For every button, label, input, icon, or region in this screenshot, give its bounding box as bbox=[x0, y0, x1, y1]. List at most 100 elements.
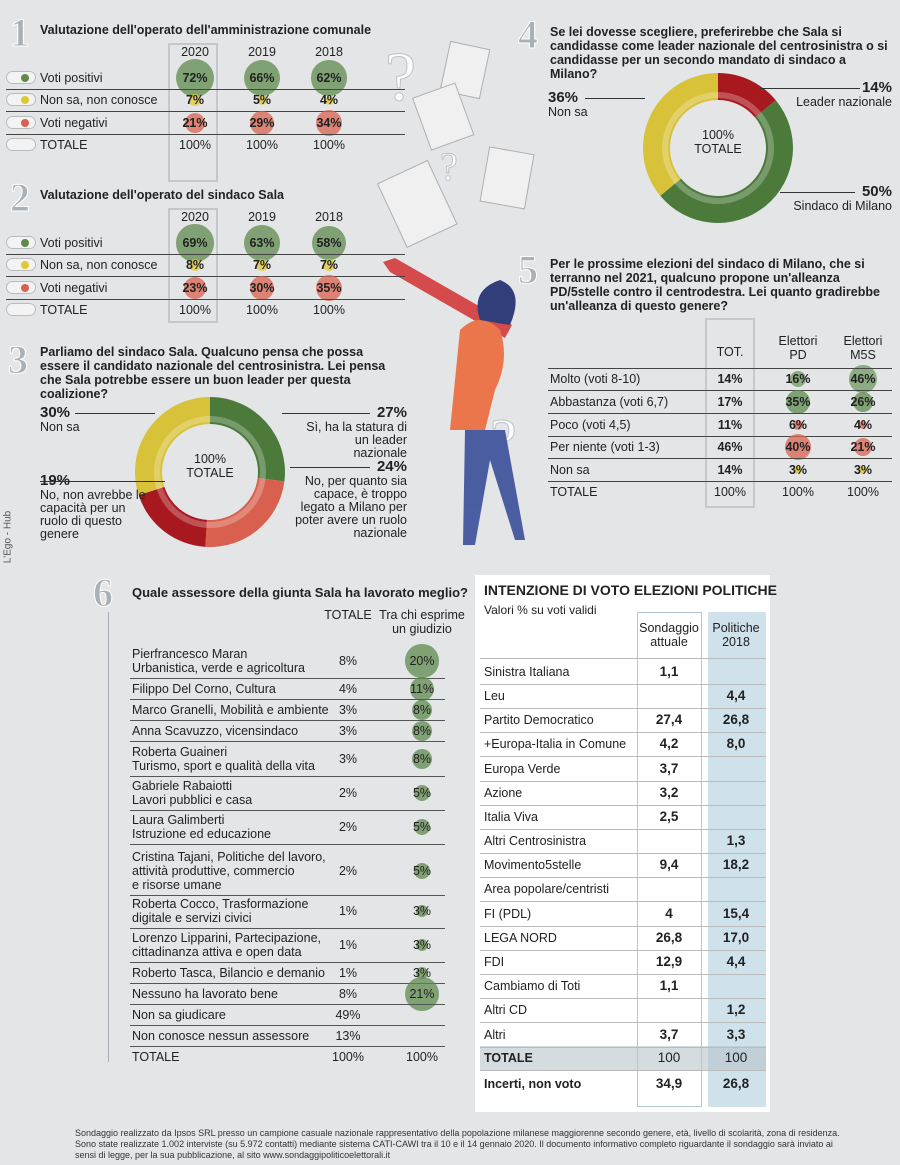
row-label: Voti positivi bbox=[40, 71, 103, 85]
section-number: 1 bbox=[10, 10, 31, 55]
row-label: +Europa-Italia in Comune bbox=[484, 737, 627, 751]
row-line bbox=[548, 458, 892, 459]
row-label: Non sa bbox=[550, 463, 590, 477]
cell: 34,9 bbox=[655, 1076, 683, 1091]
donut-segment bbox=[718, 73, 776, 118]
value-label: 30% bbox=[40, 404, 71, 421]
cell: 3,3 bbox=[726, 1027, 746, 1042]
donut-inner-ring bbox=[154, 416, 266, 528]
row-label: Leu bbox=[484, 689, 505, 703]
cell: 40% bbox=[785, 440, 811, 454]
donut-inner-ring bbox=[662, 92, 774, 204]
row-line bbox=[480, 901, 766, 902]
cell: 7% bbox=[185, 93, 205, 107]
category-label: Sì, ha la statura di un leader nazionale bbox=[306, 420, 407, 460]
timeline bbox=[108, 612, 109, 1062]
cell: 14% bbox=[717, 463, 743, 477]
section-title: Per le prossime elezioni del sindaco di … bbox=[550, 257, 880, 313]
cell: 100% bbox=[847, 485, 879, 499]
cell: 1% bbox=[338, 904, 358, 918]
category-label: Non sa bbox=[40, 420, 80, 434]
category-label: Sindaco di Milano bbox=[793, 199, 892, 213]
paper bbox=[479, 146, 535, 210]
cell: 100 bbox=[657, 1050, 681, 1065]
row-line bbox=[480, 998, 766, 999]
cell: 11% bbox=[409, 682, 435, 696]
cell: 3% bbox=[338, 724, 358, 738]
cell: 13% bbox=[335, 1029, 361, 1043]
column-header: 2020 bbox=[181, 210, 209, 224]
chart-title: Parliamo del sindaco Sala. Qualcuno pens… bbox=[40, 345, 386, 401]
cell: 2% bbox=[338, 864, 358, 878]
bubble bbox=[789, 370, 807, 388]
row-line bbox=[480, 708, 766, 709]
cell: 69% bbox=[182, 236, 208, 250]
cell: 4% bbox=[319, 93, 339, 107]
bubble bbox=[243, 59, 281, 97]
bubble bbox=[785, 434, 811, 460]
cell: 3,7 bbox=[659, 1027, 679, 1042]
footer-note: Sondaggio realizzato da Ipsos SRL presso… bbox=[75, 1128, 840, 1160]
donut-total: 100% bbox=[702, 128, 734, 142]
category-label: Non sa bbox=[548, 105, 588, 119]
row-line bbox=[480, 1047, 766, 1048]
row-line bbox=[6, 134, 405, 135]
bubble bbox=[184, 112, 206, 134]
row-line bbox=[548, 481, 892, 482]
row-label: Non sa giudicare bbox=[132, 1008, 226, 1022]
bubble bbox=[249, 110, 275, 136]
column-header: Elettori M5S bbox=[843, 334, 883, 362]
cell: 16% bbox=[785, 372, 811, 386]
row-label: Voti negativi bbox=[40, 281, 108, 295]
row-label: Non sa, non conosce bbox=[40, 93, 158, 107]
cell: 6% bbox=[788, 418, 808, 432]
row-line bbox=[130, 962, 445, 963]
row-label: Incerti, non voto bbox=[484, 1077, 582, 1091]
row-line bbox=[130, 720, 445, 721]
row-line bbox=[6, 299, 405, 300]
cell: 21% bbox=[409, 987, 435, 1001]
column-highlight bbox=[168, 43, 218, 182]
cell: 7% bbox=[319, 258, 339, 272]
donut-segment bbox=[643, 73, 718, 196]
cell: 3% bbox=[853, 463, 873, 477]
bubble bbox=[189, 94, 201, 106]
cell: 5% bbox=[412, 786, 432, 800]
row-line bbox=[40, 481, 165, 482]
section-number: 5 bbox=[518, 247, 539, 292]
row-line bbox=[548, 390, 892, 391]
cell: 3% bbox=[338, 752, 358, 766]
row-line bbox=[480, 781, 766, 782]
row-line bbox=[480, 950, 766, 951]
cell: 35% bbox=[785, 395, 811, 409]
bubble bbox=[405, 644, 439, 678]
cell: 4% bbox=[338, 682, 358, 696]
cell: 2,5 bbox=[659, 809, 679, 824]
cell: 5% bbox=[252, 93, 272, 107]
value-label: 36% bbox=[548, 89, 579, 106]
cell: 1% bbox=[338, 966, 358, 980]
row-line bbox=[6, 111, 405, 112]
cell: 100% bbox=[246, 138, 278, 152]
row-label: Sinistra Italiana bbox=[484, 665, 570, 679]
row-label: TOTALE bbox=[40, 138, 88, 152]
cell: 17,0 bbox=[722, 930, 750, 945]
column-header: Tra chi esprime un giudizio bbox=[379, 608, 465, 636]
cell: 3% bbox=[338, 703, 358, 717]
value-label: 14% bbox=[861, 79, 892, 96]
row-label: Area popolare/centristi bbox=[484, 882, 610, 896]
row-label: FI (PDL) bbox=[484, 907, 532, 921]
donut-segment bbox=[138, 486, 207, 547]
cell: 100% bbox=[313, 138, 345, 152]
row-label: LEGA NORD bbox=[484, 931, 557, 945]
row-label: TOTALE bbox=[484, 1051, 533, 1065]
cell: 5% bbox=[412, 864, 432, 878]
cell: 12,9 bbox=[655, 954, 683, 969]
cell: 100% bbox=[406, 1050, 438, 1064]
donut-segment bbox=[210, 397, 286, 482]
cell: 8,0 bbox=[726, 736, 746, 751]
bubble bbox=[415, 938, 429, 952]
row-label: TOTALE bbox=[132, 1050, 180, 1064]
bubble bbox=[411, 748, 433, 770]
cell: 58% bbox=[316, 236, 342, 250]
